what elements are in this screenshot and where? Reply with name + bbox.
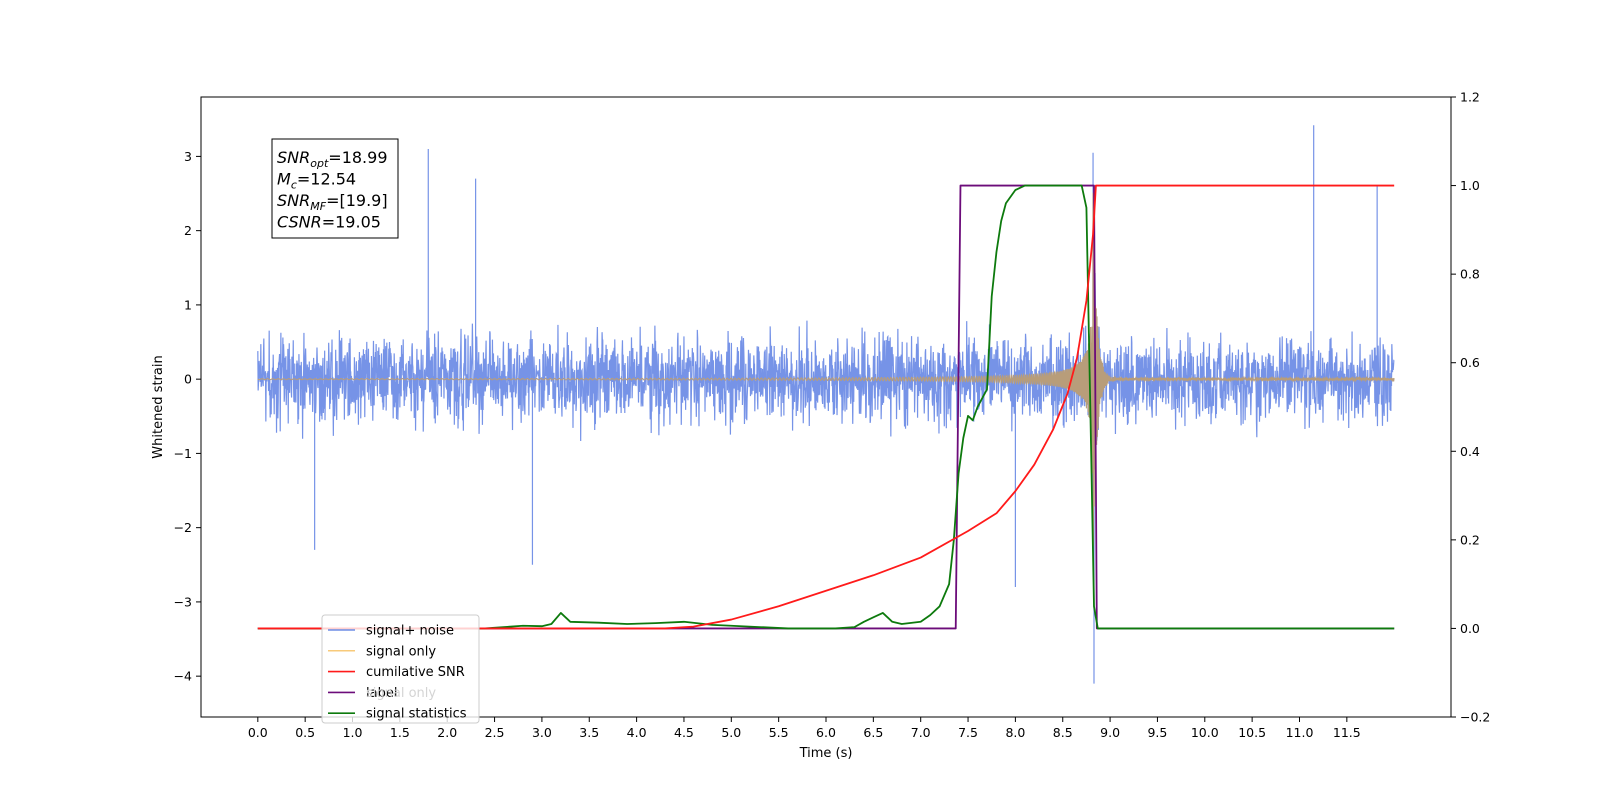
plot-series: [257, 125, 1395, 684]
y-left-tick-label: 0: [184, 372, 192, 387]
x-tick-label: 8.0: [1005, 725, 1025, 740]
stats-line: SNRopt=18.99: [277, 148, 388, 170]
stats-annotation-box: SNRopt=18.99Mc=12.54SNRMF=[19.9]CSNR=19.…: [271, 138, 399, 239]
x-tick-label: 4.0: [627, 725, 647, 740]
y-left-tick-label: 3: [184, 149, 192, 164]
y-left-tick-label: −2: [174, 520, 192, 535]
x-tick-label: 9.0: [1100, 725, 1120, 740]
y-right-tick-label: 1.2: [1460, 90, 1480, 105]
x-tick-label: 7.0: [911, 725, 931, 740]
x-tick-label: 6.0: [816, 725, 836, 740]
x-tick-label: 3.5: [579, 725, 599, 740]
legend-frame: [321, 614, 480, 724]
x-axis-label: Time (s): [799, 746, 853, 761]
legend-entry: signal+ noise: [366, 624, 454, 639]
x-tick-label: 5.0: [721, 725, 741, 740]
x-tick-label: 0.5: [295, 725, 315, 740]
y-right-tick-label: 0.0: [1460, 621, 1480, 636]
stats-box-frame: [271, 138, 399, 239]
x-tick-label: 10.5: [1238, 725, 1266, 740]
x-tick-label: 5.5: [769, 725, 789, 740]
stats-line: Mc=12.54: [277, 170, 356, 192]
y-right-tick-label: 0.6: [1460, 355, 1480, 370]
x-tick-label: 6.5: [863, 725, 883, 740]
y-right-tick-label: 1.0: [1460, 178, 1480, 193]
series-cumulative-snr: [257, 184, 1395, 630]
legend-entry: signal statistics: [366, 707, 467, 722]
x-tick-label: 11.5: [1333, 725, 1361, 740]
x-tick-label: 4.5: [674, 725, 694, 740]
legend-ghost-text: signal only: [366, 686, 436, 701]
y-left-tick-label: −1: [174, 446, 192, 461]
x-tick-label: 7.5: [958, 725, 978, 740]
x-tick-label: 9.5: [1147, 725, 1167, 740]
legend-entry: signal only: [366, 644, 436, 659]
y-right-tick-label: −0.2: [1460, 710, 1490, 725]
legend-entry: label: [366, 686, 397, 701]
y-right-axis-ticks: 1.2 1.0 0.8 0.6 0.4 0.2 0.0 −0.2: [1451, 90, 1490, 725]
x-tick-label: 1.5: [390, 725, 410, 740]
y-left-tick-label: −3: [174, 594, 192, 609]
series-signal-only: [257, 192, 1395, 546]
y-left-tick-label: −4: [174, 669, 192, 684]
y-right-tick-label: 0.4: [1460, 444, 1480, 459]
series-signal-statistics: [257, 184, 1395, 630]
x-tick-label: 3.0: [532, 725, 552, 740]
x-tick-label: 2.0: [437, 725, 457, 740]
x-axis-ticks: 0.0 0.5 1.0 1.5 2.0 2.5 3.0 3.5 4.0 4.5 5.0 5.5 6.0 6…: [248, 717, 1361, 740]
y-left-tick-label: 1: [184, 297, 192, 312]
stats-line: SNRMF=[19.9]: [277, 191, 388, 213]
x-tick-label: 11.0: [1286, 725, 1314, 740]
y-left-axis-ticks: 3 2 1 0 −1 −2 −3 −4: [174, 149, 201, 684]
x-tick-label: 1.0: [343, 725, 363, 740]
legend-entry: cumilative SNR: [366, 665, 465, 680]
y-right-tick-label: 0.8: [1460, 267, 1480, 282]
x-tick-label: 2.5: [485, 725, 505, 740]
series-signal-noise: [257, 125, 1395, 684]
x-tick-label: 0.0: [248, 725, 268, 740]
x-tick-label: 10.0: [1191, 725, 1219, 740]
legend: signal+ noise signal only cumilative SNR la…: [321, 614, 480, 724]
stats-line: CSNR=19.05: [277, 213, 381, 232]
y-right-tick-label: 0.2: [1460, 532, 1480, 547]
y-axis-label: Whitened strain: [151, 355, 166, 458]
y-left-tick-label: 2: [184, 223, 192, 238]
x-tick-label: 8.5: [1053, 725, 1073, 740]
